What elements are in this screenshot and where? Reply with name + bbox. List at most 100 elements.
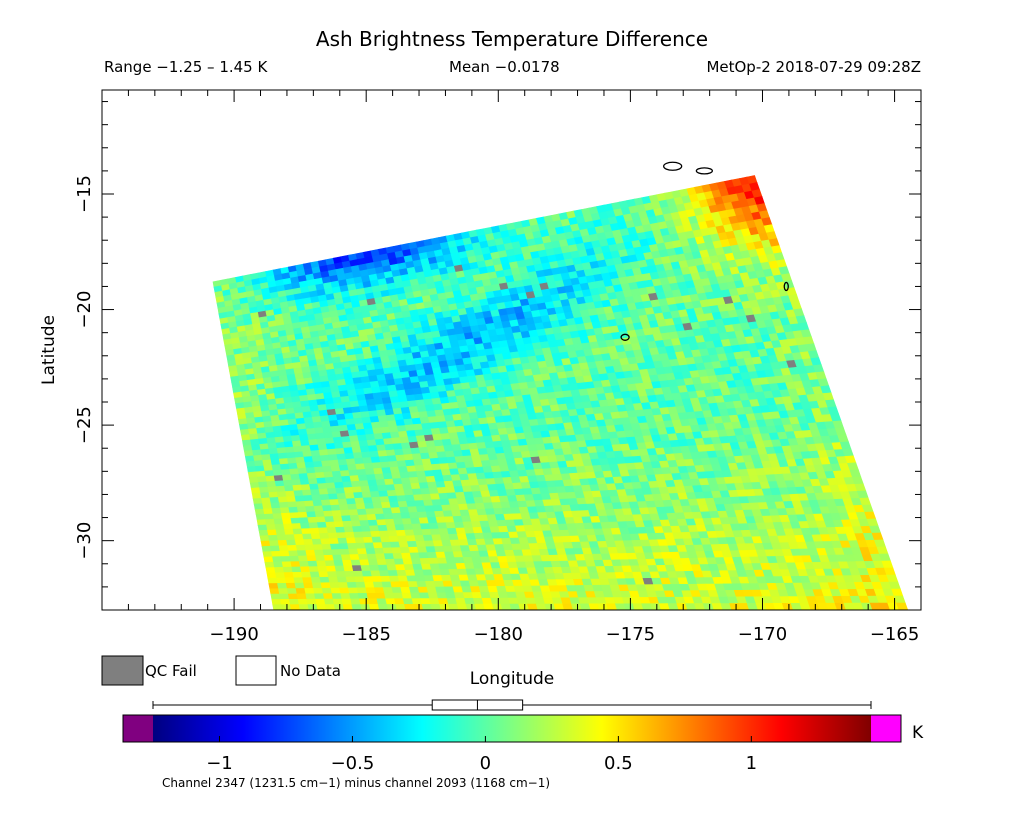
swath-cell [401, 592, 413, 600]
swath-cell [341, 598, 353, 605]
swath-cell [294, 495, 305, 503]
swath-cell [309, 483, 320, 491]
swath-cell [265, 518, 276, 526]
swath-cell [383, 553, 395, 560]
swath-cell [391, 512, 403, 520]
swath-cell [323, 471, 334, 479]
swath-cell [420, 598, 432, 605]
swath-cell [353, 491, 364, 499]
swath-cell [397, 535, 408, 543]
swath-cell [326, 487, 338, 495]
swath-cell [281, 561, 293, 568]
swath-cell [407, 540, 418, 548]
swath-cell [333, 604, 345, 610]
swath-cell [372, 581, 384, 589]
swath-cell [286, 588, 298, 595]
swath-cell [325, 521, 336, 529]
swath-cell [379, 496, 391, 503]
swath-cell [332, 436, 343, 444]
x-tick-label: −175 [606, 624, 655, 645]
swath-cell [279, 550, 291, 557]
swath-cell [351, 446, 362, 454]
swath-cell [255, 513, 266, 521]
coastline-island-2 [695, 167, 714, 175]
swath-cell [316, 560, 327, 567]
swath-cell [342, 481, 353, 489]
swath-cell [330, 425, 341, 433]
swath-cell [317, 565, 328, 573]
swath-cell [349, 435, 360, 443]
swath-cell [312, 544, 324, 551]
swath-cell [341, 515, 352, 522]
swath-cell [378, 490, 389, 498]
swath-cell [355, 463, 366, 471]
swath-cell [331, 549, 342, 556]
swath-cell [388, 495, 399, 503]
swath-cell [318, 449, 329, 457]
swath-cell [347, 587, 359, 594]
swath-cell [301, 571, 312, 579]
swath-cell [275, 572, 286, 579]
swath-cell [423, 575, 435, 582]
swath-cell [252, 449, 263, 457]
swath-cell [367, 519, 379, 527]
swath-cell [324, 560, 336, 567]
swath-cell [376, 598, 388, 605]
swath-cell [327, 571, 338, 578]
swath-cell [429, 563, 441, 571]
swath-cell [342, 407, 353, 415]
swath-cell [300, 439, 311, 447]
swath-cell [265, 431, 276, 439]
swath-cell [406, 575, 418, 582]
swath-cell [325, 482, 337, 490]
swath-cell [375, 479, 387, 487]
swath-cell [267, 577, 278, 584]
swath-cell [311, 538, 323, 546]
swath-cell [339, 587, 350, 594]
swath-cell [363, 536, 374, 544]
swath-cell [277, 496, 289, 504]
swath-cell [253, 503, 264, 510]
swath-cell [411, 598, 423, 605]
swath-cell [333, 521, 345, 528]
swath-cell [292, 571, 303, 579]
swath-cell [346, 498, 357, 505]
swath-cell [305, 467, 316, 474]
swath-cell [344, 570, 356, 578]
swath-cell [307, 604, 319, 610]
swath-cell [264, 513, 275, 520]
swath-cell [408, 511, 420, 519]
swath-cell [365, 433, 376, 441]
swath-cell [316, 477, 327, 485]
swath-cell [311, 455, 322, 463]
swath-cell [300, 522, 311, 530]
swath-cell [274, 566, 285, 574]
swath-cell [308, 438, 319, 446]
swath-cell [314, 593, 325, 600]
swath-cell [248, 428, 258, 435]
swath-cell [404, 603, 415, 610]
swath-cell [331, 470, 342, 478]
swath-cell [384, 592, 395, 600]
swath-cell [343, 526, 355, 533]
swath-cell [338, 464, 350, 472]
swath-cell [361, 451, 372, 459]
swath-cell [304, 461, 315, 469]
swath-cell [359, 445, 371, 453]
swath-cell [309, 444, 320, 452]
swath-cell [429, 598, 441, 605]
swath-cell [437, 598, 449, 605]
swath-cell [332, 598, 344, 605]
swath-cell [314, 549, 325, 556]
swath-cell [279, 593, 290, 600]
swath-cell [261, 497, 272, 505]
swath-cell [307, 560, 319, 568]
satellite-time-text: MetOp-2 2018-07-29 09:28Z [706, 58, 921, 76]
swath-cell [304, 500, 315, 508]
swath-cell [371, 496, 382, 504]
swath-cell [356, 394, 367, 402]
swath-cell [258, 437, 269, 445]
swath-cell [269, 588, 280, 595]
swath-cell [276, 534, 287, 541]
swath-cell [370, 530, 381, 538]
